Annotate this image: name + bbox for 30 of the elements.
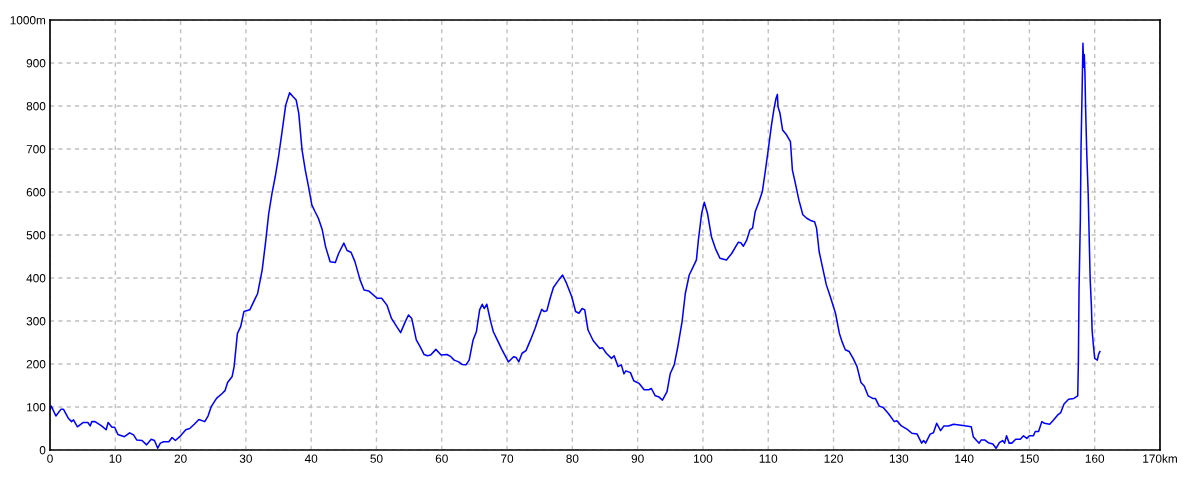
y-tick-label: 600 [26,188,46,197]
y-tick-label: 300 [26,317,46,326]
y-tick-label: 700 [26,145,46,154]
x-tick-label: 90 [631,454,644,463]
x-tick-label: 70 [501,454,514,463]
y-tick-label: 0 [39,446,46,455]
x-tick-label: 10 [109,454,122,463]
x-tick-label: 60 [435,454,448,463]
y-tick-label: 200 [26,360,46,369]
x-tick-label: 100 [693,454,713,463]
y-tick-label: 500 [26,231,46,240]
x-tick-label: 50 [370,454,383,463]
x-tick-label: 30 [239,454,252,463]
y-tick-label: 800 [26,102,46,111]
x-tick-label: 0 [47,454,53,463]
y-tick-label: 900 [26,59,46,68]
x-tick-label: 170km [1143,454,1177,463]
x-tick-label: 80 [566,454,579,463]
y-tick-label: 100 [27,403,46,412]
x-tick-label: 120 [824,454,843,463]
x-tick-label: 110 [759,454,778,463]
y-tick-label: 400 [26,274,46,283]
x-tick-label: 140 [955,454,974,463]
x-tick-label: 130 [889,454,909,463]
y-tick-label: 1000m [10,16,46,25]
line-series [50,42,1101,450]
x-tick-label: 40 [304,454,318,463]
x-tick-label: 150 [1020,454,1039,463]
x-tick-label: 20 [174,454,187,463]
x-tick-label: 160 [1085,454,1105,463]
